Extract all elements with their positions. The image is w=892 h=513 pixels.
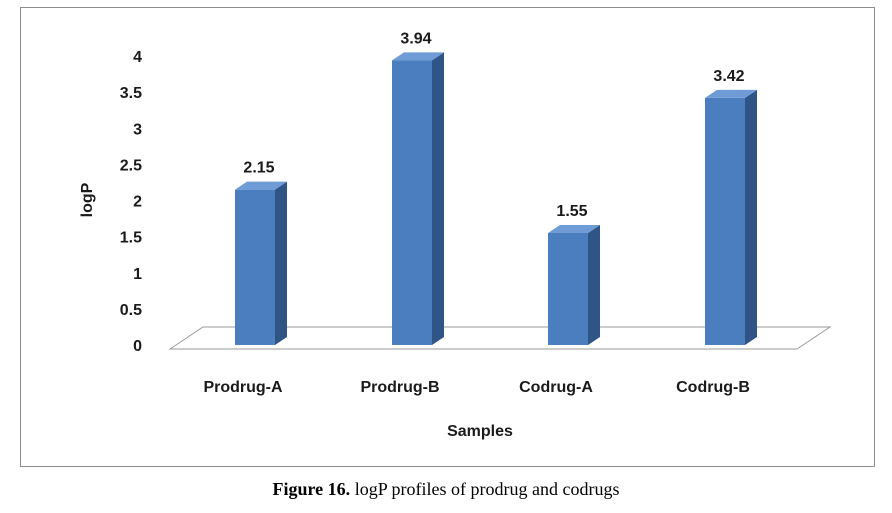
bar-top bbox=[705, 89, 757, 98]
bar-codrug-a bbox=[548, 225, 600, 345]
x-tick-label: Prodrug-A bbox=[203, 379, 283, 396]
x-axis-title: Samples bbox=[447, 423, 513, 440]
x-axis: Prodrug-A Prodrug-B Codrug-A Codrug-B bbox=[203, 379, 749, 396]
bar-front bbox=[392, 60, 432, 346]
data-label: 3.42 bbox=[713, 68, 744, 85]
bar-side bbox=[745, 89, 757, 345]
data-label: 3.94 bbox=[400, 30, 431, 47]
y-tick-label: 1.5 bbox=[120, 230, 142, 247]
bar-prodrug-b bbox=[392, 52, 444, 346]
y-tick-label: 3 bbox=[133, 121, 142, 138]
data-label-group: 2.15 3.94 1.55 3.42 bbox=[243, 30, 744, 220]
y-tick-label: 4 bbox=[133, 49, 142, 66]
y-tick-label: 2.5 bbox=[120, 157, 142, 174]
x-tick-label: Codrug-B bbox=[676, 379, 750, 396]
bar-prodrug-a bbox=[235, 181, 287, 345]
y-axis: 0 0.5 1 1.5 2 2.5 3 3.5 4 bbox=[120, 49, 142, 355]
bar-side bbox=[432, 52, 444, 346]
bar-side bbox=[588, 225, 600, 345]
bar-top bbox=[392, 52, 444, 61]
y-tick-label: 0 bbox=[133, 338, 142, 355]
bar-front bbox=[548, 233, 588, 345]
caption-label: Figure 16. bbox=[272, 479, 351, 499]
data-label: 2.15 bbox=[243, 160, 274, 177]
y-axis-title: logP bbox=[79, 182, 96, 217]
caption-text: logP profiles of prodrug and codrugs bbox=[350, 479, 620, 499]
figure-caption: Figure 16. logP profiles of prodrug and … bbox=[0, 479, 892, 500]
chart-floor bbox=[168, 326, 832, 350]
y-tick-label: 1 bbox=[133, 266, 142, 283]
y-tick-label: 0.5 bbox=[120, 302, 142, 319]
x-tick-label: Codrug-A bbox=[519, 379, 593, 396]
y-tick-label: 2 bbox=[133, 194, 142, 211]
bar-top bbox=[548, 225, 600, 234]
y-tick-label: 3.5 bbox=[120, 85, 142, 102]
floor-plane bbox=[168, 326, 832, 350]
bar-group bbox=[235, 52, 757, 346]
bar-side bbox=[275, 181, 287, 345]
bar-top bbox=[235, 181, 287, 190]
bar-front bbox=[705, 97, 745, 345]
bar-front bbox=[235, 189, 275, 345]
bar-codrug-b bbox=[705, 89, 757, 345]
x-tick-label: Prodrug-B bbox=[360, 379, 439, 396]
data-label: 1.55 bbox=[556, 203, 587, 220]
